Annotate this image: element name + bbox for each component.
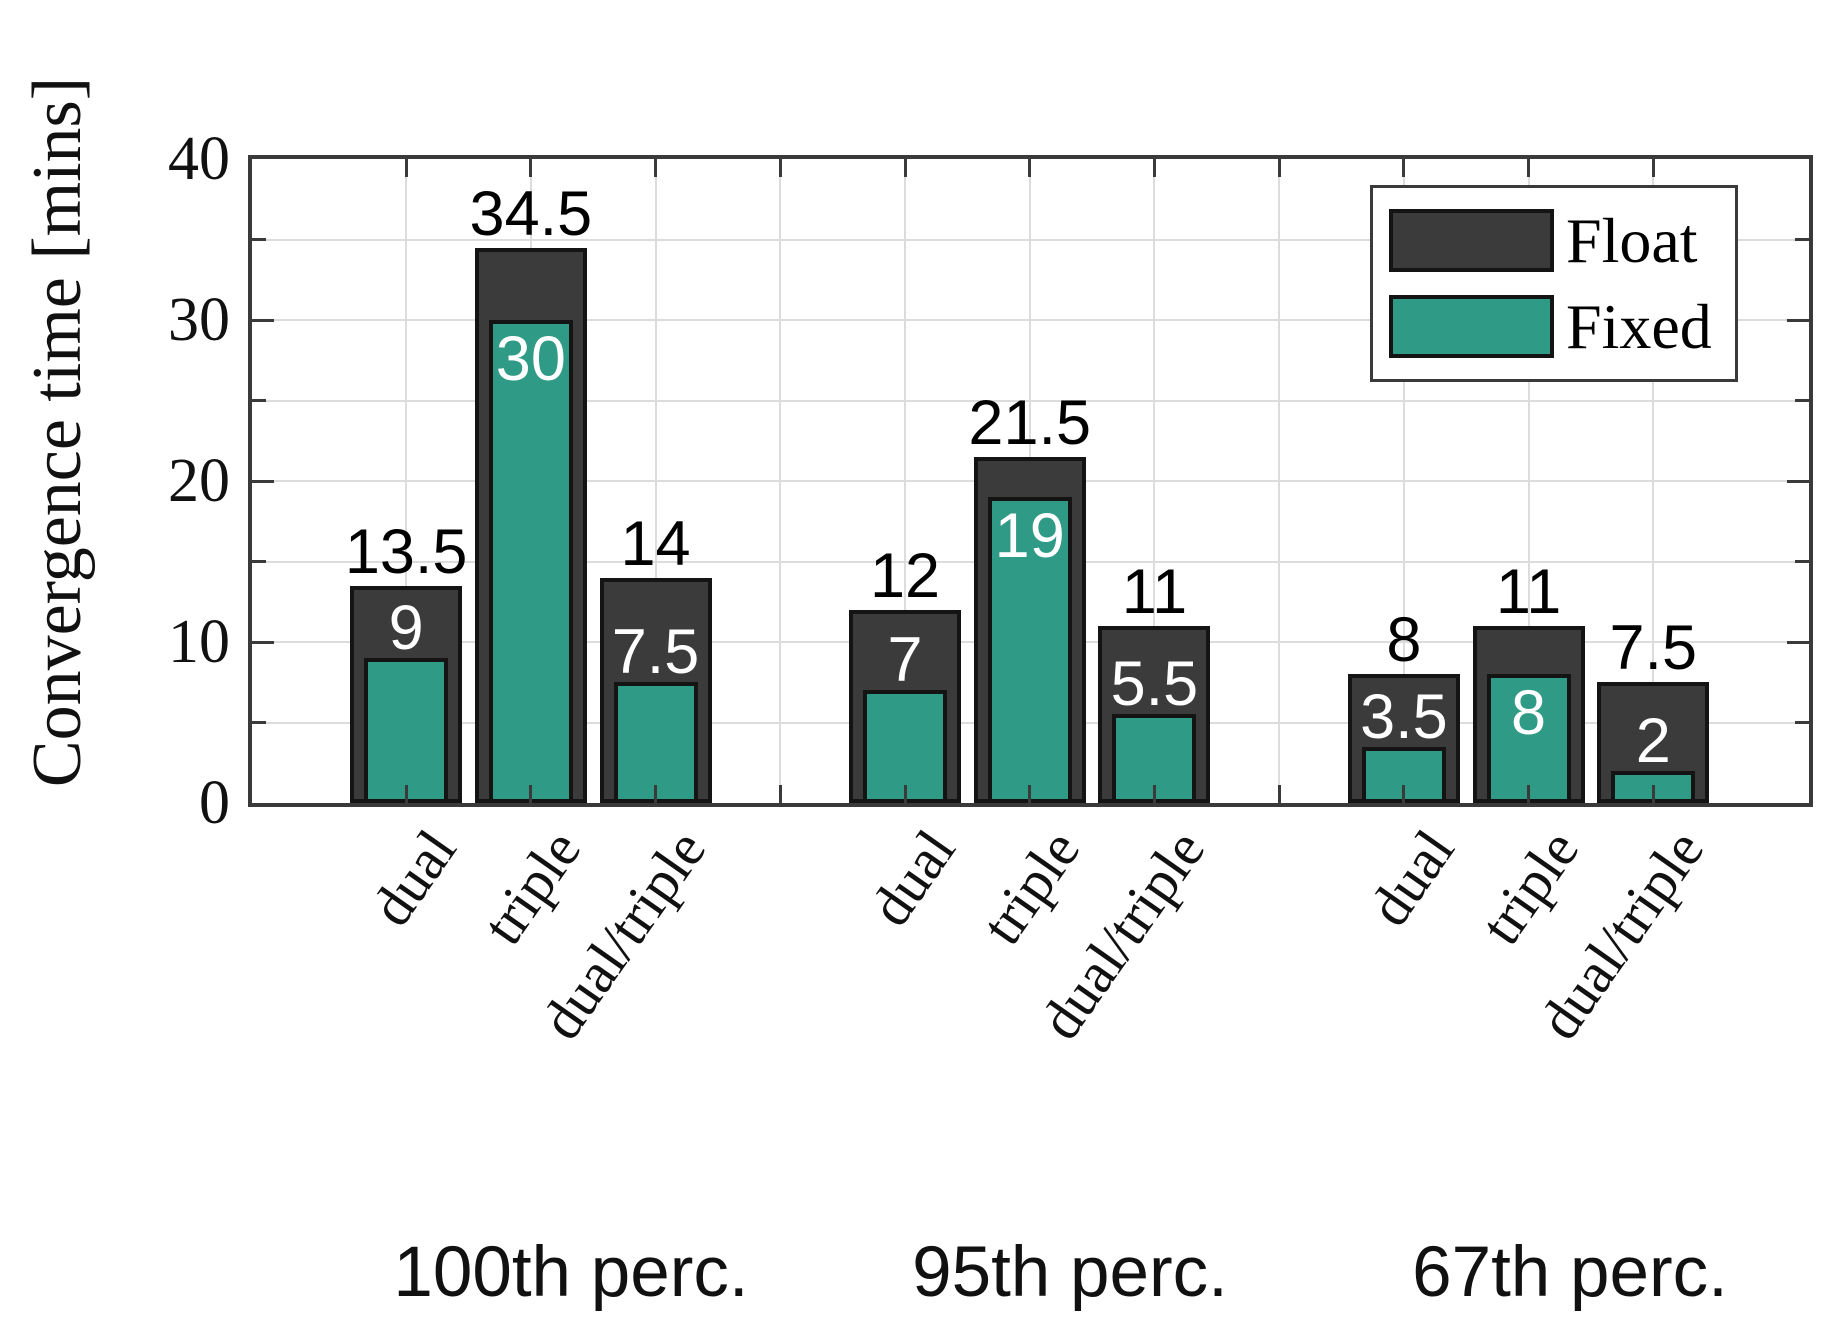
x-tick-bottom-7 <box>1152 785 1156 803</box>
gridline-y-35 <box>252 238 1809 241</box>
x-tick-bottom-1 <box>404 785 408 803</box>
y-tick-label-20: 20 <box>168 447 230 515</box>
y-tick-right-5 <box>1795 721 1809 724</box>
bar-fixed-100th-perc-dual <box>364 658 449 803</box>
value-label-float-95th-perc-triple: 21.5 <box>968 387 1092 458</box>
y-tick-label-30: 30 <box>168 286 230 354</box>
value-label-fixed-67th-perc-triple: 8 <box>1511 678 1547 749</box>
value-label-float-95th-perc-dual: 12 <box>869 540 941 611</box>
value-label-fixed-95th-perc-dual: 7 <box>887 625 923 696</box>
bar-fixed-67th-perc-triple <box>1486 674 1571 803</box>
value-label-fixed-67th-perc-dual-triple: 2 <box>1635 705 1671 776</box>
x-tick-label-67th-perc-triple: triple <box>1467 818 1592 956</box>
y-tick-left-35 <box>252 238 266 241</box>
y-tick-label-10: 10 <box>168 608 230 676</box>
value-label-float-67th-perc-dual-triple: 7.5 <box>1609 613 1698 684</box>
value-label-fixed-95th-perc-dual-triple: 5.5 <box>1110 649 1199 720</box>
y-tick-label-40: 40 <box>168 125 230 193</box>
y-tick-left-15 <box>252 560 266 563</box>
x-tick-label-95th-perc-triple: triple <box>969 818 1093 956</box>
legend-label-fixed: Fixed <box>1566 290 1712 362</box>
x-tick-label-100th-perc-dual: dual <box>358 818 469 938</box>
bar-fixed-100th-perc-triple <box>488 320 573 803</box>
x-tick-label-95th-perc-dual: dual <box>857 818 968 938</box>
y-tick-right-10 <box>1787 640 1809 644</box>
x-tick-bottom-11 <box>1651 785 1655 803</box>
x-tick-top-4 <box>778 159 782 177</box>
x-tick-bottom-5 <box>903 785 907 803</box>
y-tick-left-5 <box>252 721 266 724</box>
x-tick-top-6 <box>1028 159 1032 177</box>
x-tick-top-10 <box>1527 159 1531 177</box>
x-tick-top-1 <box>404 159 408 177</box>
x-tick-top-5 <box>903 159 907 177</box>
value-label-float-67th-perc-triple: 11 <box>1495 556 1562 627</box>
x-tick-top-11 <box>1651 159 1655 177</box>
legend-item-float: Float <box>1389 204 1735 276</box>
bar-fixed-95th-perc-triple <box>987 497 1072 803</box>
x-tick-bottom-9 <box>1402 785 1406 803</box>
y-tick-left-20 <box>252 479 274 483</box>
value-label-float-95th-perc-dual-triple: 11 <box>1121 556 1188 627</box>
value-label-fixed-100th-perc-dual-triple: 7.5 <box>611 617 700 688</box>
y-tick-right-35 <box>1795 238 1809 241</box>
y-tick-right-15 <box>1795 560 1809 563</box>
group-label-100th-perc-: 100th perc. <box>393 1233 749 1312</box>
value-label-fixed-95th-perc-triple: 19 <box>994 501 1065 572</box>
value-label-fixed-100th-perc-triple: 30 <box>495 324 566 394</box>
value-label-fixed-67th-perc-dual: 3.5 <box>1360 681 1448 752</box>
value-label-fixed-100th-perc-dual: 9 <box>388 593 424 664</box>
x-tick-label-67th-perc-dual: dual <box>1356 818 1467 938</box>
value-label-float-100th-perc-dual-triple: 14 <box>620 508 691 579</box>
y-tick-left-10 <box>252 640 274 644</box>
gridline-y-30 <box>252 319 1809 321</box>
legend-swatch-float <box>1389 209 1554 272</box>
y-tick-left-30 <box>252 318 274 322</box>
x-tick-top-8 <box>1277 159 1281 177</box>
x-tick-bottom-2 <box>529 785 533 803</box>
y-tick-label-0: 0 <box>199 769 230 837</box>
x-tick-label-100th-perc-triple: triple <box>470 818 594 956</box>
value-label-float-100th-perc-triple: 34.5 <box>469 178 593 249</box>
x-tick-bottom-10 <box>1527 785 1531 803</box>
group-label-95th-perc-: 95th perc. <box>912 1233 1228 1312</box>
x-tick-bottom-8 <box>1277 785 1281 803</box>
x-tick-top-7 <box>1152 159 1156 177</box>
x-tick-top-2 <box>529 159 533 177</box>
value-label-float-100th-perc-dual: 13.5 <box>344 516 468 587</box>
y-tick-right-30 <box>1787 318 1809 322</box>
x-tick-bottom-6 <box>1028 785 1032 803</box>
legend-swatch-fixed <box>1389 295 1554 358</box>
group-label-67th-perc-: 67th perc. <box>1412 1233 1728 1312</box>
y-tick-right-25 <box>1795 399 1809 402</box>
x-tick-top-9 <box>1402 159 1406 177</box>
x-tick-bottom-4 <box>778 785 782 803</box>
bar-fixed-95th-perc-dual-triple <box>1112 714 1197 803</box>
y-tick-left-25 <box>252 399 266 402</box>
x-tick-top-3 <box>654 159 658 177</box>
legend-label-float: Float <box>1566 204 1698 276</box>
value-label-float-67th-perc-dual: 8 <box>1386 605 1422 676</box>
gridline-y-25 <box>252 399 1809 402</box>
y-tick-right-20 <box>1787 479 1809 483</box>
legend: Float Fixed <box>1370 185 1738 382</box>
x-tick-bottom-3 <box>654 785 658 803</box>
legend-item-fixed: Fixed <box>1389 290 1735 362</box>
